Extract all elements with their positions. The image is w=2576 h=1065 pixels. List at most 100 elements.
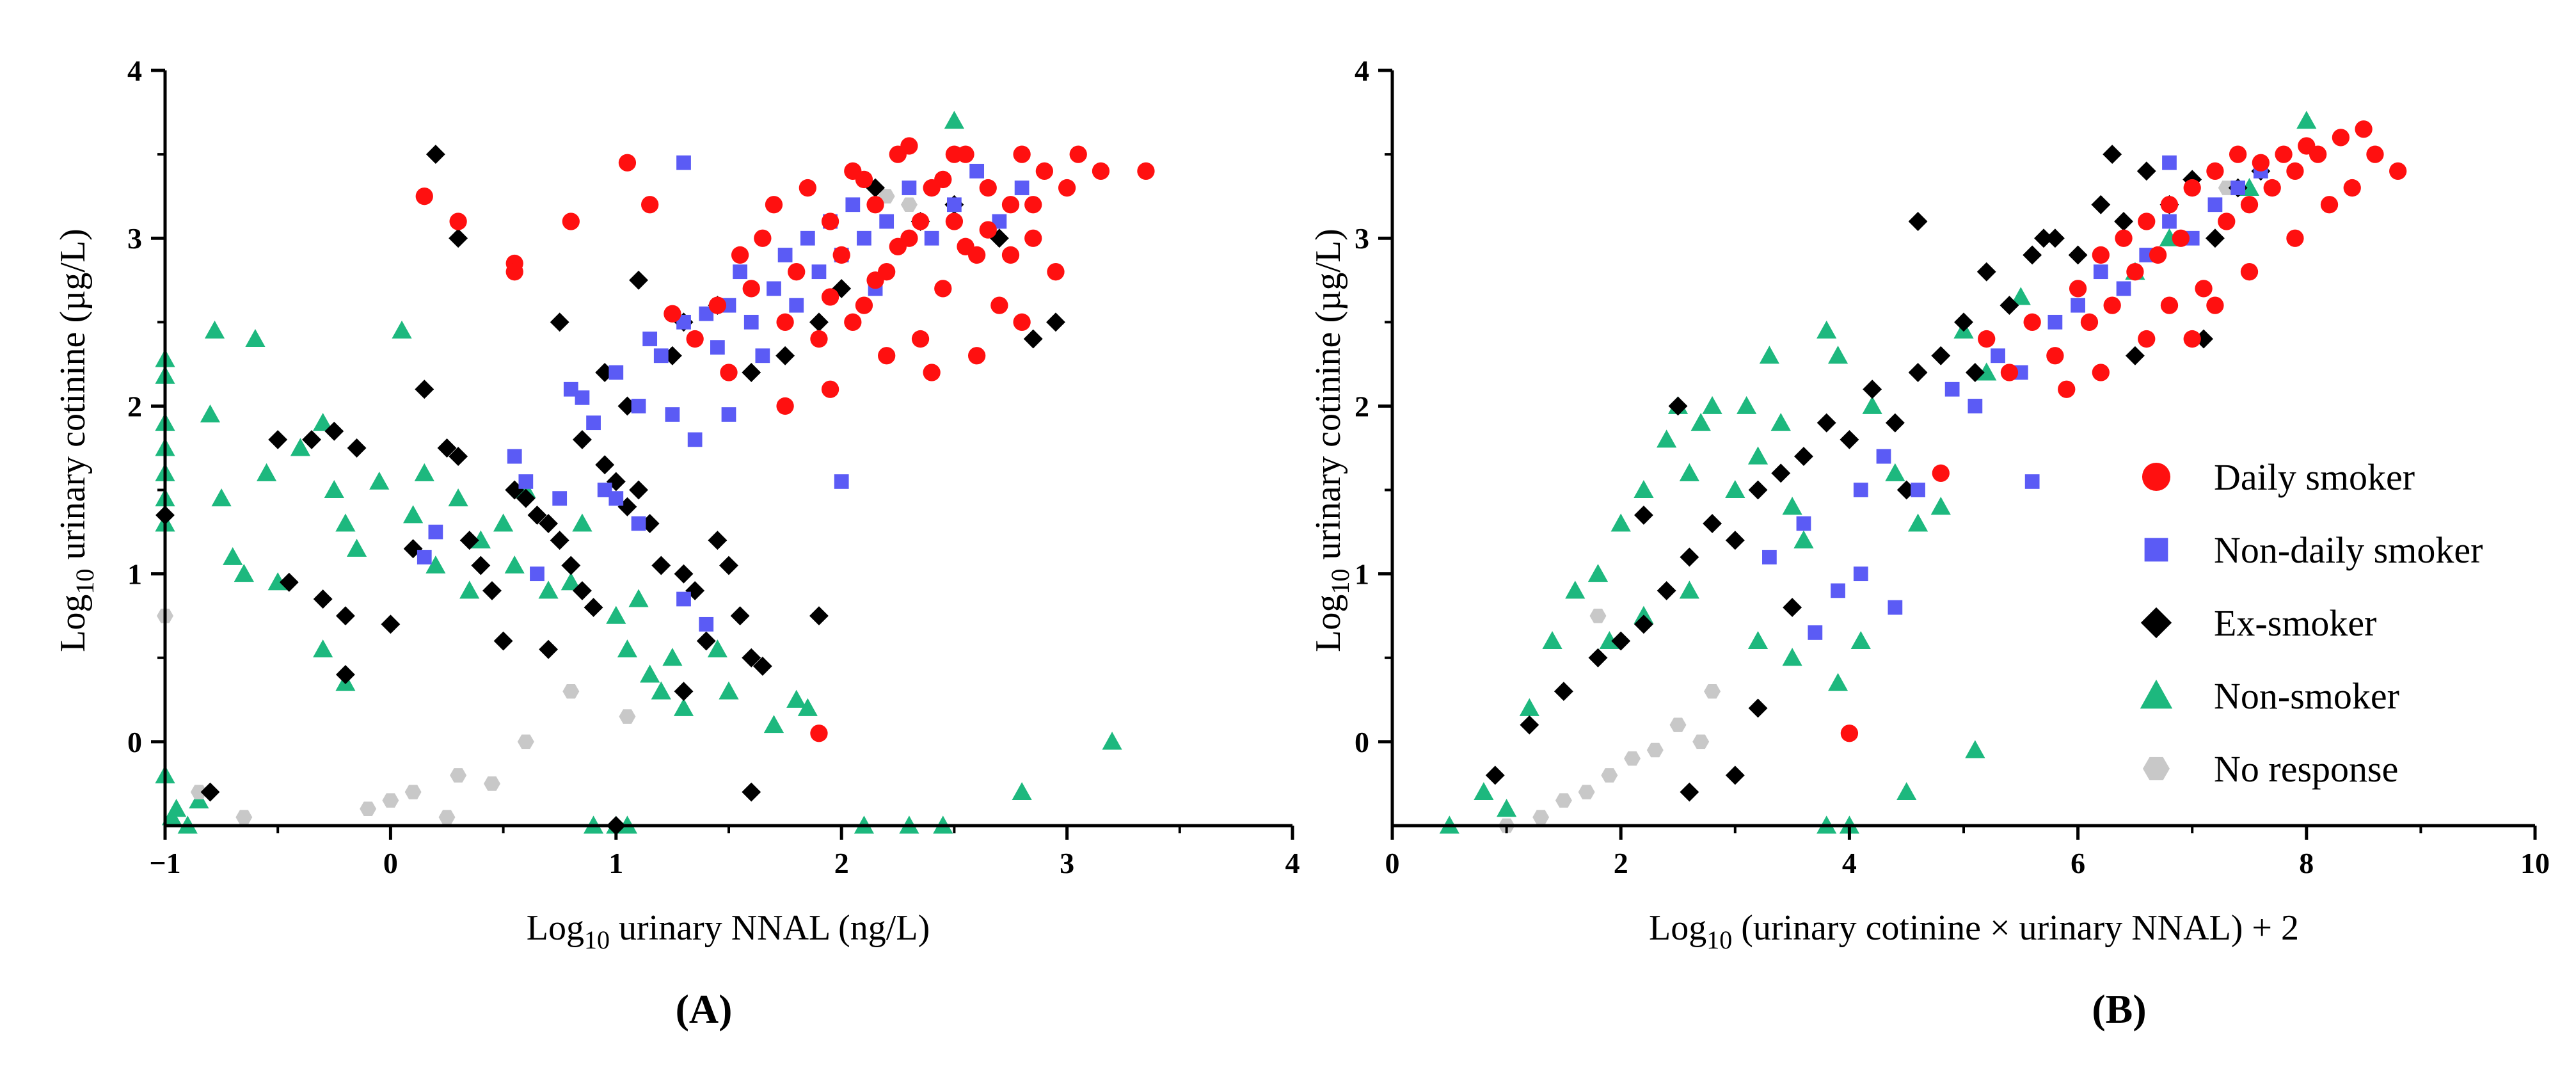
data-point-daily-smoker	[2115, 229, 2133, 247]
data-point-non-daily-smoker	[687, 432, 703, 447]
data-point-ex-smoker	[1748, 698, 1768, 718]
data-point-non-daily-smoker	[1831, 583, 1845, 598]
data-point-non-smoker	[346, 538, 367, 557]
legend-marker-non-daily-smoker	[2144, 538, 2168, 562]
data-point-daily-smoker	[1092, 162, 1110, 180]
data-point-non-smoker	[1885, 463, 1905, 481]
data-point-daily-smoker	[1013, 145, 1031, 163]
x-tick-label: 10	[2520, 847, 2550, 879]
data-point-daily-smoker	[1024, 229, 1042, 247]
data-point-non-daily-smoker	[2116, 281, 2131, 296]
data-point-ex-smoker	[539, 639, 559, 659]
data-point-non-daily-smoker	[811, 264, 827, 280]
data-point-no-response	[1624, 751, 1641, 766]
data-point-daily-smoker	[855, 170, 873, 189]
data-point-non-smoker	[1702, 396, 1722, 414]
data-point-non-smoker	[403, 505, 424, 524]
data-point-non-smoker	[1896, 781, 1917, 801]
data-point-non-smoker	[1862, 396, 1882, 414]
data-point-non-smoker	[538, 581, 559, 599]
data-point-daily-smoker	[2092, 364, 2110, 381]
data-point-non-daily-smoker	[1991, 348, 2005, 364]
data-point-daily-smoker	[911, 330, 930, 348]
data-point-non-smoker	[797, 698, 818, 716]
data-point-ex-smoker	[629, 480, 648, 500]
data-point-non-daily-smoker	[563, 381, 578, 397]
data-point-daily-smoker	[708, 296, 727, 314]
data-point-ex-smoker	[2136, 161, 2156, 181]
data-point-non-smoker	[211, 488, 232, 507]
data-point-non-smoker	[1770, 413, 1791, 431]
data-point-non-daily-smoker	[428, 524, 443, 540]
data-point-daily-smoker	[2229, 145, 2247, 163]
data-point-ex-smoker	[493, 631, 513, 651]
data-point-daily-smoker	[979, 221, 997, 239]
data-point-daily-smoker	[855, 296, 873, 314]
data-point-non-smoker	[1976, 362, 1997, 381]
data-point-non-daily-smoker	[608, 491, 624, 506]
data-point-daily-smoker	[664, 305, 681, 323]
data-point-non-daily-smoker	[586, 415, 601, 431]
data-point-daily-smoker	[2195, 280, 2213, 298]
data-point-non-daily-smoker	[789, 298, 804, 313]
data-point-non-daily-smoker	[767, 281, 781, 296]
data-point-non-smoker	[1587, 564, 1609, 582]
data-point-ex-smoker	[752, 656, 772, 676]
data-point-daily-smoker	[810, 725, 828, 742]
data-point-daily-smoker	[449, 212, 467, 230]
data-point-non-daily-smoker	[2207, 197, 2223, 212]
data-point-non-smoker	[1599, 630, 1619, 650]
data-point-daily-smoker	[1001, 196, 1020, 214]
data-point-no-response	[438, 810, 456, 825]
data-point-non-daily-smoker	[1853, 566, 1868, 582]
data-point-ex-smoker	[516, 488, 536, 508]
data-point-daily-smoker	[967, 347, 986, 365]
data-point-daily-smoker	[1035, 162, 1054, 180]
data-point-non-daily-smoker	[631, 516, 646, 531]
data-point-daily-smoker	[810, 330, 828, 348]
panel-b-label: (B)	[2092, 986, 2146, 1032]
data-point-non-daily-smoker	[575, 390, 590, 405]
data-point-non-daily-smoker	[699, 306, 714, 321]
data-point-ex-smoker	[685, 581, 705, 600]
data-point-ex-smoker	[1908, 363, 1928, 382]
data-point-non-smoker	[470, 530, 491, 549]
legend-label: Non-daily smoker	[2214, 529, 2483, 571]
data-point-non-daily-smoker	[1876, 449, 1891, 464]
data-point-non-daily-smoker	[530, 566, 545, 582]
data-point-non-daily-smoker	[924, 230, 939, 246]
data-point-non-daily-smoker	[992, 214, 1007, 229]
data-point-non-daily-smoker	[676, 314, 691, 330]
data-point-daily-smoker	[1069, 145, 1087, 163]
data-point-ex-smoker	[550, 531, 569, 550]
data-point-non-smoker	[1610, 513, 1631, 532]
data-point-ex-smoker	[730, 606, 750, 626]
data-point-non-daily-smoker	[1853, 483, 1868, 497]
x-tick-label: 3	[1060, 847, 1074, 879]
data-point-non-daily-smoker	[676, 591, 691, 607]
data-point-daily-smoker	[1137, 162, 1155, 180]
data-point-non-smoker	[267, 572, 288, 591]
data-point-daily-smoker	[2240, 196, 2259, 214]
data-point-no-response	[235, 810, 253, 825]
data-point-ex-smoker	[742, 782, 761, 802]
data-point-ex-smoker	[651, 556, 671, 575]
data-point-ex-smoker	[471, 556, 491, 575]
data-point-ex-smoker	[719, 556, 738, 575]
data-point-non-smoker	[1930, 497, 1951, 515]
data-point-no-response	[1578, 785, 1595, 799]
data-point-no-response	[1692, 734, 1710, 749]
data-point-daily-smoker	[2183, 179, 2201, 197]
data-point-daily-smoker	[2240, 263, 2259, 281]
data-point-daily-smoker	[878, 347, 896, 365]
data-point-ex-smoker	[279, 572, 299, 592]
data-point-ex-smoker	[1634, 505, 1653, 525]
data-point-daily-smoker	[889, 237, 907, 255]
data-point-non-smoker	[707, 639, 727, 658]
data-point-non-daily-smoker	[597, 483, 612, 497]
data-point-non-smoker	[1679, 581, 1699, 599]
data-point-ex-smoker	[2194, 329, 2214, 349]
data-point-non-smoker	[719, 681, 739, 700]
data-point-ex-smoker	[1023, 329, 1043, 349]
data-point-non-smoker	[561, 572, 581, 591]
